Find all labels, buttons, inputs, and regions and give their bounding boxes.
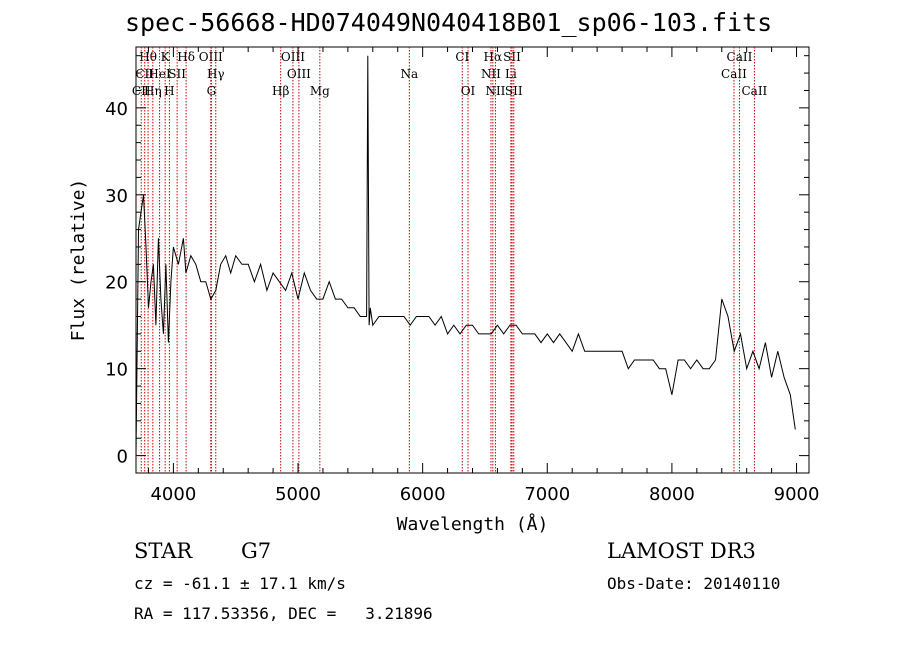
line-marker-label: Hα: [484, 50, 503, 64]
line-marker-label: NII: [481, 67, 501, 81]
line-marker-label: Hδ: [177, 50, 195, 64]
line-marker-label: Hθ: [139, 50, 157, 64]
y-tick-label: 10: [105, 360, 128, 381]
line-marker-label: OI: [461, 84, 476, 98]
y-tick-label: 0: [117, 447, 128, 468]
x-tick-label: 4000: [150, 484, 196, 505]
line-marker-label: OIII: [287, 67, 311, 81]
line-marker-label: Mg: [310, 84, 330, 98]
x-tick-label: 9000: [774, 484, 820, 505]
line-marker-label: SII: [168, 67, 186, 81]
line-marker-label: CaII: [721, 67, 747, 81]
x-tick-label: 6000: [400, 484, 446, 505]
line-marker-label: Hγ: [207, 67, 225, 81]
line-marker-label: Li: [505, 67, 517, 81]
y-tick-label: 30: [105, 186, 128, 207]
redshift-label: cz = -61.1 ± 17.1 km/s: [134, 574, 346, 593]
line-marker-label: H: [164, 84, 174, 98]
line-marker-label: CaII: [741, 84, 767, 98]
line-marker-label: SII: [505, 84, 523, 98]
line-marker-label: CaII: [727, 50, 753, 64]
y-tick-label: 40: [105, 99, 128, 120]
x-tick-label: 7000: [524, 484, 570, 505]
x-tick-label: 5000: [275, 484, 321, 505]
line-marker-label: Hη: [144, 84, 162, 98]
radec-label: RA = 117.53356, DEC = 3.21896: [134, 604, 433, 623]
line-marker-label: K: [161, 50, 171, 64]
chart-title: spec-56668-HD074049N040418B01_sp06-103.f…: [125, 8, 773, 37]
object-class-label: STAR: [134, 539, 193, 563]
x-tick-label: 8000: [649, 484, 695, 505]
line-marker-label: CI: [455, 50, 469, 64]
survey-label: LAMOST DR3: [607, 539, 756, 563]
subclass-label: G7: [241, 539, 272, 563]
line-marker-label: CII: [135, 67, 154, 81]
line-marker-label: Na: [400, 67, 418, 81]
line-marker-label: CII: [132, 84, 151, 98]
line-marker-label: OIII: [281, 50, 305, 64]
obs-date-label: Obs-Date: 20140110: [607, 574, 781, 593]
line-marker-label: SII: [503, 50, 521, 64]
y-tick-label: 20: [105, 273, 128, 294]
line-marker-label: NII: [485, 84, 505, 98]
spectrum-line: [135, 55, 796, 456]
plot-frame: [135, 46, 810, 474]
y-axis-label: Flux (relative): [68, 179, 89, 342]
line-marker-label: Hβ: [272, 84, 289, 98]
line-marker-label: G: [207, 84, 217, 98]
x-axis-label: Wavelength (Å): [397, 513, 549, 535]
